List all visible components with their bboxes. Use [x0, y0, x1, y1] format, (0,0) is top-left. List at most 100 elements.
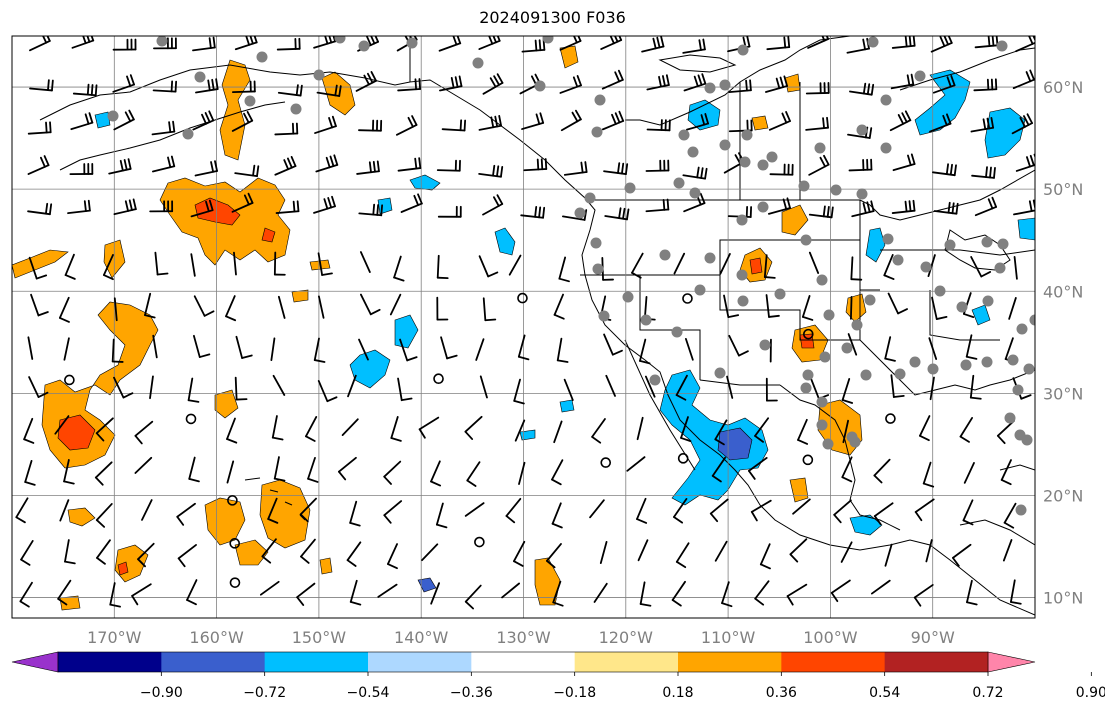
station-dot [1015, 504, 1027, 516]
wind-barb [59, 499, 70, 522]
wind-barb-flag [48, 203, 53, 216]
latitude-labels: 10°N 20°N 30°N 40°N 50°N 60°N [1043, 78, 1083, 608]
wind-barb-flag [39, 156, 46, 168]
wind-barbs [15, 36, 1035, 610]
wind-barb [177, 544, 197, 560]
wind-barb-flag [204, 112, 211, 124]
wind-barb-flag [939, 36, 946, 47]
wind-barb [721, 581, 730, 605]
station-dot [823, 309, 835, 321]
wind-barb-flag [459, 119, 463, 132]
wind-barb-flag [542, 206, 546, 219]
wind-barb-flag [985, 166, 988, 178]
wind-barb-flag [680, 437, 692, 443]
wind-barb [1002, 539, 1013, 562]
wind-barb-flag [418, 78, 421, 90]
colorbar-segment [471, 652, 576, 672]
wind-barb-flag [207, 79, 211, 92]
wind-barb-flag [127, 158, 132, 170]
wind-barb [317, 380, 329, 403]
wind-barb-flag [660, 36, 665, 48]
wind-barb-flag [544, 158, 548, 170]
station-dot [927, 363, 939, 375]
wind-barb [673, 497, 688, 518]
station-dot [741, 129, 753, 141]
wind-barb-flag [292, 200, 296, 213]
station-dot [194, 71, 206, 83]
wind-barb-flag [785, 111, 791, 122]
wind-barb-flag [313, 359, 326, 363]
station-dot [819, 351, 831, 363]
wind-barb-flag [666, 198, 670, 211]
station-dot [944, 239, 956, 251]
wind-barb-flag [697, 74, 703, 86]
wind-barb-flag [783, 75, 788, 87]
wind-barb [517, 334, 526, 358]
wind-barb [728, 334, 740, 357]
station-dot [864, 294, 876, 306]
wind-barb-flag [618, 110, 625, 122]
colorbar-segment [58, 652, 162, 672]
wind-barb-flag [914, 511, 923, 522]
wind-barb-flag [910, 73, 915, 86]
wind-barb [913, 584, 934, 599]
station-dot [909, 356, 921, 368]
colorbar-tick-label: −0.72 [243, 685, 286, 701]
wind-barb-flag [966, 601, 978, 606]
wind-barb-flag [253, 36, 258, 44]
wind-barb-flag [665, 74, 670, 86]
wind-barb [797, 418, 808, 441]
station-dot [766, 151, 778, 163]
wind-barb-flag [946, 113, 952, 125]
wind-barb [418, 416, 440, 431]
wind-barb [64, 539, 70, 563]
wind-barb [235, 335, 244, 359]
wind-barb [513, 378, 521, 402]
wind-barb-flag [299, 84, 303, 97]
station-dot [640, 314, 652, 326]
station-dot [107, 110, 119, 122]
wind-barb [349, 500, 358, 524]
wind-barb-flag [126, 75, 132, 87]
wind-barb-flag [376, 204, 380, 216]
wind-barb-flag [328, 117, 334, 129]
wind-barb-flag [430, 480, 442, 487]
wind-barb-flag [466, 479, 477, 487]
wind-barb-flag [380, 204, 384, 217]
wind-barb [27, 336, 34, 360]
wind-barb-flag [622, 207, 626, 220]
colorbar-segment [781, 652, 886, 672]
wind-barb-flag [583, 209, 588, 221]
wind-barb-flag [83, 200, 87, 212]
wind-barb [759, 543, 771, 566]
wind-barb-flag [823, 154, 830, 166]
wind-barb-flag [951, 202, 955, 215]
station-dot [406, 37, 418, 49]
station-dot [816, 419, 828, 431]
wind-barb [349, 579, 358, 603]
wind-barb [546, 543, 562, 562]
station-dot [739, 156, 751, 168]
station-dot [334, 36, 346, 44]
calm-wind-marker [682, 293, 693, 304]
station-dot [659, 249, 671, 261]
station-dot [1021, 434, 1033, 446]
wind-barb [226, 460, 235, 484]
wind-barb-flag [349, 521, 361, 527]
wind-barb-flag [883, 274, 895, 280]
wind-barb-flag [307, 477, 319, 483]
wind-barb [383, 460, 402, 478]
wind-barb [190, 253, 196, 277]
wind-barb [833, 499, 852, 516]
wind-barb [23, 417, 34, 441]
wind-barb [464, 502, 485, 517]
wind-barb-flag [376, 160, 380, 173]
calm-wind-marker [227, 495, 238, 506]
wind-barb-flag [745, 79, 748, 92]
wind-barb [134, 456, 153, 474]
wind-barb [397, 377, 403, 402]
wind-barb [952, 543, 972, 559]
wind-barb-flag [119, 159, 124, 172]
station-dot [256, 51, 268, 63]
wind-barb-flag [990, 117, 995, 129]
